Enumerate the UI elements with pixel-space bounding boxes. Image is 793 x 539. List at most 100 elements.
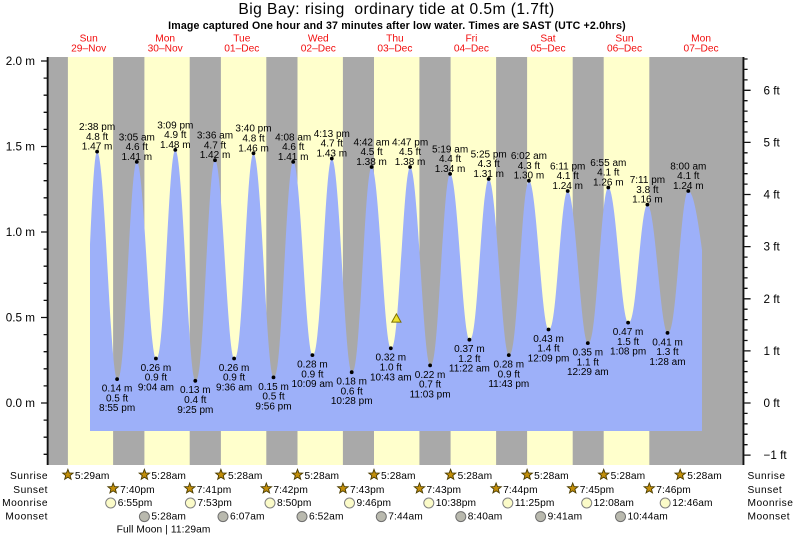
svg-text:Mon: Mon — [155, 33, 175, 44]
svg-text:6:55pm: 6:55pm — [118, 498, 153, 509]
svg-text:0.43 m: 0.43 m — [533, 334, 564, 345]
svg-text:Sun: Sun — [615, 33, 633, 44]
svg-text:12:29 am: 12:29 am — [567, 367, 609, 378]
svg-text:9:56 pm: 9:56 pm — [255, 401, 291, 412]
svg-text:Big Bay: rising ordinary tide: Big Bay: rising ordinary tide at 0.5m (1… — [238, 1, 554, 18]
svg-text:3.8 ft: 3.8 ft — [636, 185, 658, 196]
svg-text:4.6 ft: 4.6 ft — [282, 142, 304, 153]
svg-text:07–Dec: 07–Dec — [684, 43, 719, 54]
svg-text:1.24 m: 1.24 m — [673, 181, 704, 192]
svg-text:0.32 m: 0.32 m — [376, 353, 407, 364]
svg-text:06–Dec: 06–Dec — [607, 43, 642, 54]
svg-text:1.31 m: 1.31 m — [473, 169, 504, 180]
svg-text:1:28 am: 1:28 am — [649, 357, 685, 368]
svg-text:8:40am: 8:40am — [468, 512, 503, 523]
svg-text:1.16 m: 1.16 m — [632, 195, 663, 206]
svg-text:10:38pm: 10:38pm — [436, 498, 476, 509]
svg-text:0.22 m: 0.22 m — [415, 370, 446, 381]
svg-text:Moonset: Moonset — [5, 512, 48, 523]
svg-text:02–Dec: 02–Dec — [301, 43, 336, 54]
svg-text:5:28am: 5:28am — [534, 471, 569, 482]
svg-text:4.7 ft: 4.7 ft — [204, 140, 226, 151]
svg-text:7:43pm: 7:43pm — [426, 485, 461, 496]
svg-text:4.1 ft: 4.1 ft — [557, 171, 579, 182]
svg-text:9:46pm: 9:46pm — [356, 498, 391, 509]
svg-text:Moonrise: Moonrise — [2, 498, 48, 509]
svg-text:1.5 m: 1.5 m — [6, 141, 35, 154]
svg-text:Sunrise: Sunrise — [748, 471, 786, 482]
svg-text:3:36 am: 3:36 am — [197, 131, 233, 142]
svg-text:7:46pm: 7:46pm — [656, 485, 691, 496]
svg-text:5:28am: 5:28am — [151, 471, 186, 482]
svg-text:Sunrise: Sunrise — [10, 471, 48, 482]
svg-text:5:29am: 5:29am — [75, 471, 110, 482]
svg-text:0.35 m: 0.35 m — [573, 348, 604, 359]
svg-text:12:46am: 12:46am — [672, 498, 712, 509]
svg-text:0 ft: 0 ft — [764, 397, 781, 410]
svg-text:1:08 pm: 1:08 pm — [610, 347, 646, 358]
svg-text:9:04 am: 9:04 am — [138, 383, 174, 394]
svg-text:4.3 ft: 4.3 ft — [518, 161, 540, 172]
svg-text:5:28am: 5:28am — [228, 471, 263, 482]
svg-text:Mon: Mon — [691, 33, 711, 44]
svg-text:6:55 am: 6:55 am — [590, 158, 626, 169]
svg-text:0.41 m: 0.41 m — [652, 337, 683, 348]
svg-text:1.4 ft: 1.4 ft — [537, 344, 559, 355]
svg-text:11:22 am: 11:22 am — [449, 364, 490, 375]
svg-text:5 ft: 5 ft — [764, 137, 781, 150]
svg-text:2:38 pm: 2:38 pm — [79, 122, 115, 133]
svg-text:1.47 m: 1.47 m — [82, 142, 113, 153]
svg-text:4.5 ft: 4.5 ft — [399, 147, 421, 158]
svg-text:4.8 ft: 4.8 ft — [242, 134, 264, 145]
svg-text:8:00 am: 8:00 am — [670, 161, 706, 172]
svg-text:4:42 am: 4:42 am — [354, 137, 390, 148]
svg-text:−1 ft: −1 ft — [764, 449, 788, 462]
svg-text:1.38 m: 1.38 m — [356, 157, 387, 168]
svg-text:3:05 am: 3:05 am — [119, 132, 155, 143]
svg-text:0.26 m: 0.26 m — [219, 363, 250, 374]
svg-text:0.13 m: 0.13 m — [180, 385, 211, 396]
svg-text:7:45pm: 7:45pm — [580, 485, 615, 496]
svg-text:1.1 ft: 1.1 ft — [577, 357, 599, 368]
svg-text:Tue: Tue — [233, 33, 251, 44]
svg-text:5:19 am: 5:19 am — [432, 144, 468, 155]
svg-text:Full Moon | 11:29am: Full Moon | 11:29am — [117, 525, 211, 536]
svg-text:1.43 m: 1.43 m — [317, 149, 348, 160]
svg-text:10:09 am: 10:09 am — [292, 379, 334, 390]
svg-text:12:09 pm: 12:09 pm — [528, 354, 570, 365]
svg-text:Moonrise: Moonrise — [748, 498, 793, 509]
svg-text:Sunset: Sunset — [748, 485, 783, 496]
svg-text:1.41 m: 1.41 m — [122, 152, 153, 163]
svg-text:6:02 am: 6:02 am — [511, 151, 547, 162]
svg-text:0.5 ft: 0.5 ft — [262, 392, 284, 403]
svg-text:4.8 ft: 4.8 ft — [86, 132, 108, 143]
svg-text:9:25 pm: 9:25 pm — [177, 405, 213, 416]
svg-text:0.9 ft: 0.9 ft — [223, 373, 245, 384]
svg-text:1.26 m: 1.26 m — [593, 178, 624, 189]
svg-text:0.7 ft: 0.7 ft — [419, 380, 441, 391]
svg-text:5:28am: 5:28am — [151, 512, 186, 523]
svg-text:5:28am: 5:28am — [687, 471, 722, 482]
svg-text:1.42 m: 1.42 m — [200, 150, 231, 161]
svg-text:Thu: Thu — [386, 33, 404, 44]
svg-text:29–Nov: 29–Nov — [71, 43, 107, 54]
svg-text:1.0 m: 1.0 m — [6, 226, 35, 239]
svg-text:1.0 ft: 1.0 ft — [380, 363, 402, 374]
svg-text:7:44pm: 7:44pm — [503, 485, 538, 496]
svg-text:0.6 ft: 0.6 ft — [341, 386, 363, 397]
svg-text:1.38 m: 1.38 m — [395, 157, 426, 168]
svg-text:9:41am: 9:41am — [548, 512, 583, 523]
svg-text:1.34 m: 1.34 m — [435, 164, 466, 175]
svg-text:Sat: Sat — [540, 33, 555, 44]
svg-text:0.9 ft: 0.9 ft — [145, 373, 167, 384]
svg-text:6 ft: 6 ft — [764, 84, 781, 97]
svg-text:3 ft: 3 ft — [764, 241, 781, 254]
svg-text:4 ft: 4 ft — [764, 189, 781, 202]
svg-text:3:40 pm: 3:40 pm — [235, 124, 271, 135]
svg-text:0.9 ft: 0.9 ft — [498, 369, 520, 380]
svg-text:0.26 m: 0.26 m — [141, 363, 172, 374]
svg-text:11:03 pm: 11:03 pm — [410, 389, 451, 400]
svg-text:0.5 m: 0.5 m — [6, 312, 35, 325]
svg-text:6:11 pm: 6:11 pm — [550, 161, 585, 172]
svg-text:3:09 pm: 3:09 pm — [157, 120, 193, 131]
